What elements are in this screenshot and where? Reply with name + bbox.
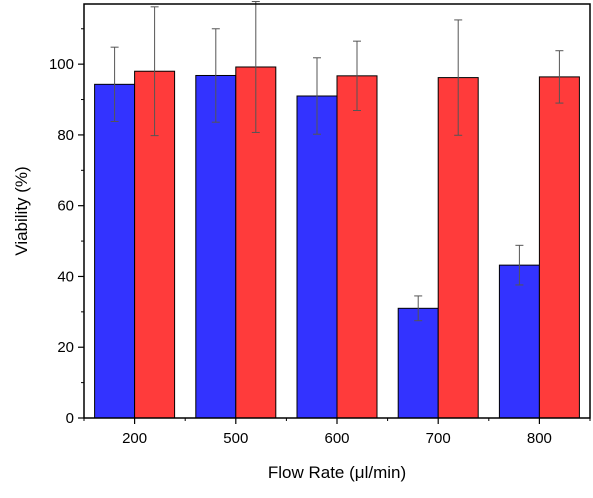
x-tick-label: 200 xyxy=(122,430,147,447)
error-bar-series-1-200 xyxy=(110,46,119,122)
error-bar-series-1-800 xyxy=(515,244,524,286)
error-bar-series-2-800 xyxy=(555,50,564,104)
x-axis-title: Flow Rate (μl/min) xyxy=(268,463,406,482)
y-tick-label: 0 xyxy=(66,410,74,427)
error-bar-series-2-200 xyxy=(150,6,159,137)
x-axis: 200 500 600 700 800 xyxy=(83,418,591,447)
y-axis: 0 20 40 60 80 100 xyxy=(49,28,84,427)
bar-series-1-800 xyxy=(498,264,540,419)
error-bar-series-1-600 xyxy=(313,57,321,135)
error-bar-series-1-700 xyxy=(414,295,423,322)
bar-series-1-600 xyxy=(296,95,338,419)
y-tick-label: 100 xyxy=(49,56,74,73)
y-tick-label: 40 xyxy=(57,268,74,285)
bars-layer xyxy=(94,66,580,419)
y-tick-label: 80 xyxy=(57,127,74,144)
bar-series-2-800 xyxy=(538,76,580,419)
error-bar-series-2-600 xyxy=(353,40,361,112)
x-tick-label: 800 xyxy=(527,430,552,447)
bar-series-2-600 xyxy=(336,75,378,419)
error-bar-series-2-700 xyxy=(454,19,463,136)
error-bar-series-2-500 xyxy=(251,1,260,133)
error-bars-layer xyxy=(110,1,564,322)
bar-series-1-200 xyxy=(94,83,136,419)
bar-series-1-700 xyxy=(397,307,439,419)
bar-series-1-500 xyxy=(195,74,237,419)
x-tick-label: 500 xyxy=(223,430,248,447)
y-tick-label: 20 xyxy=(57,339,74,356)
y-axis-title: Viability (%) xyxy=(12,166,31,255)
y-tick-label: 60 xyxy=(57,198,74,215)
x-tick-label: 600 xyxy=(324,430,349,447)
error-bar-series-1-500 xyxy=(211,28,220,123)
x-tick-label: 700 xyxy=(426,430,451,447)
